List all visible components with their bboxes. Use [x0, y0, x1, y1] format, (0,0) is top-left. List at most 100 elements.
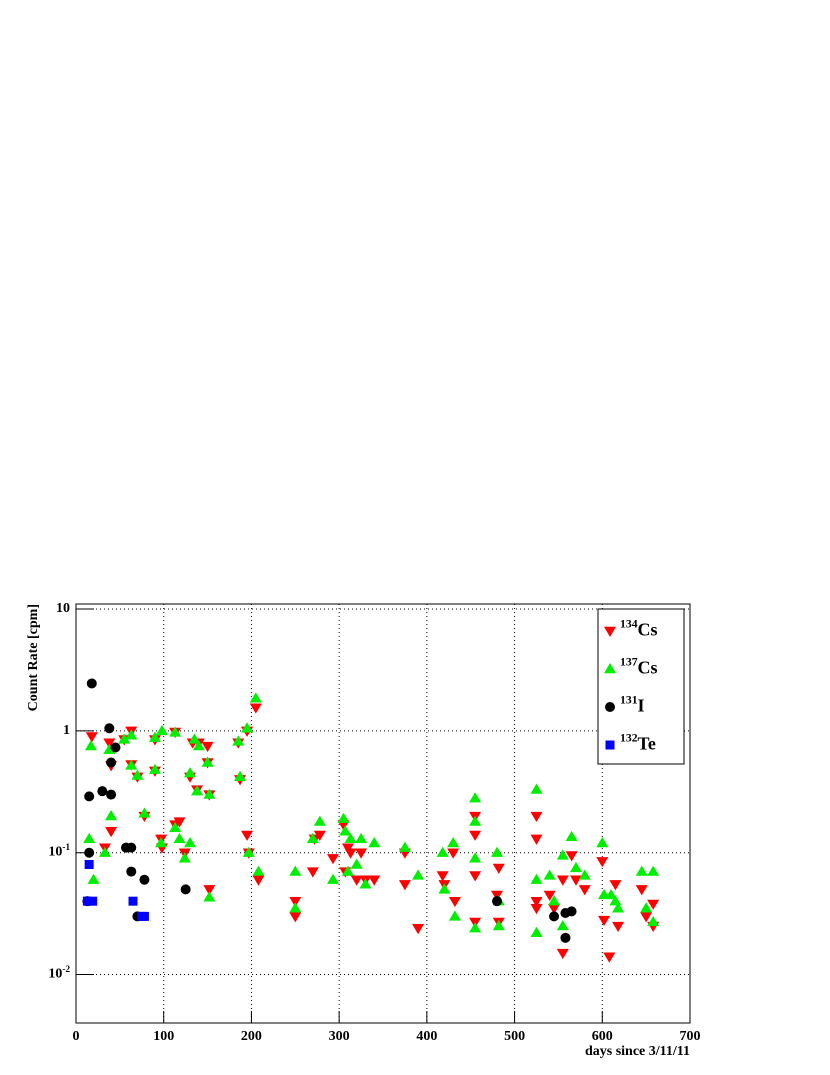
- y-axis-label: Count Rate [cpm]: [26, 604, 41, 711]
- point: [598, 915, 611, 927]
- point: [596, 837, 609, 848]
- point: [635, 885, 648, 896]
- point: [184, 767, 197, 778]
- point: [241, 830, 254, 841]
- point: [612, 921, 625, 933]
- point: [368, 837, 381, 848]
- legend-label: 137Cs: [620, 655, 658, 678]
- point: [565, 830, 578, 842]
- point: [180, 884, 191, 895]
- point: [84, 740, 97, 751]
- point: [368, 875, 381, 886]
- point: [578, 885, 591, 896]
- point: [313, 830, 326, 841]
- point: [85, 732, 98, 743]
- series: [85, 703, 660, 963]
- point: [556, 920, 569, 931]
- point: [344, 848, 357, 859]
- point: [203, 885, 216, 896]
- point: [289, 902, 302, 913]
- point: [565, 851, 578, 862]
- series: [82, 678, 577, 943]
- point: [566, 906, 577, 917]
- point: [242, 846, 255, 857]
- point: [306, 832, 319, 844]
- point: [603, 952, 616, 963]
- point: [569, 875, 582, 886]
- legend-marker: [604, 626, 616, 637]
- legend-marker: [605, 740, 615, 750]
- point: [492, 896, 503, 907]
- point: [612, 902, 625, 913]
- point: [350, 858, 363, 869]
- point: [492, 863, 505, 874]
- point: [249, 703, 262, 714]
- point: [548, 895, 561, 906]
- point: [640, 902, 653, 913]
- point: [556, 875, 569, 886]
- point: [355, 832, 368, 844]
- point: [491, 890, 504, 901]
- point: [88, 896, 98, 906]
- point: [469, 852, 482, 863]
- point: [84, 791, 95, 802]
- point: [201, 741, 214, 753]
- point: [234, 770, 247, 781]
- point: [398, 841, 411, 852]
- point: [173, 817, 186, 828]
- point: [128, 896, 138, 906]
- point: [436, 846, 449, 857]
- legend-label: 134Cs: [620, 617, 658, 640]
- point: [106, 789, 117, 800]
- x-tick-label: 0: [73, 1029, 80, 1044]
- point: [327, 873, 340, 884]
- y-tick-label: 1: [63, 723, 70, 738]
- point: [139, 911, 149, 921]
- point: [201, 756, 214, 767]
- point: [252, 865, 265, 876]
- point: [87, 873, 100, 884]
- point: [355, 848, 368, 859]
- point: [647, 915, 660, 927]
- point: [252, 875, 265, 886]
- point: [125, 729, 138, 740]
- x-tick-label: 200: [241, 1029, 262, 1044]
- point: [232, 735, 245, 746]
- point: [289, 896, 302, 908]
- point: [359, 878, 372, 889]
- y-tick-label: 10-2: [48, 964, 70, 982]
- point: [412, 869, 425, 880]
- point: [289, 865, 302, 876]
- point: [97, 786, 108, 797]
- point: [448, 896, 461, 908]
- point: [289, 912, 302, 923]
- point: [609, 880, 622, 891]
- point: [104, 723, 115, 734]
- point: [556, 948, 569, 960]
- point: [341, 865, 354, 876]
- point: [84, 860, 94, 870]
- point: [569, 861, 582, 873]
- point: [105, 827, 118, 838]
- point: [469, 815, 482, 826]
- point: [125, 759, 138, 770]
- x-tick-label: 700: [680, 1029, 701, 1044]
- legend-label: 131I: [620, 693, 645, 716]
- legend-marker: [604, 663, 616, 674]
- point: [169, 821, 182, 833]
- point: [126, 842, 137, 853]
- point: [203, 788, 216, 799]
- point: [350, 875, 363, 886]
- point: [103, 738, 116, 749]
- point: [184, 837, 197, 848]
- point: [241, 722, 254, 733]
- y-tick-label: 10-1: [48, 842, 70, 860]
- point: [605, 888, 618, 900]
- x-tick-label: 300: [329, 1029, 350, 1044]
- point: [337, 820, 350, 831]
- point: [578, 869, 591, 880]
- point: [543, 890, 556, 901]
- point: [155, 724, 168, 736]
- point: [469, 922, 482, 933]
